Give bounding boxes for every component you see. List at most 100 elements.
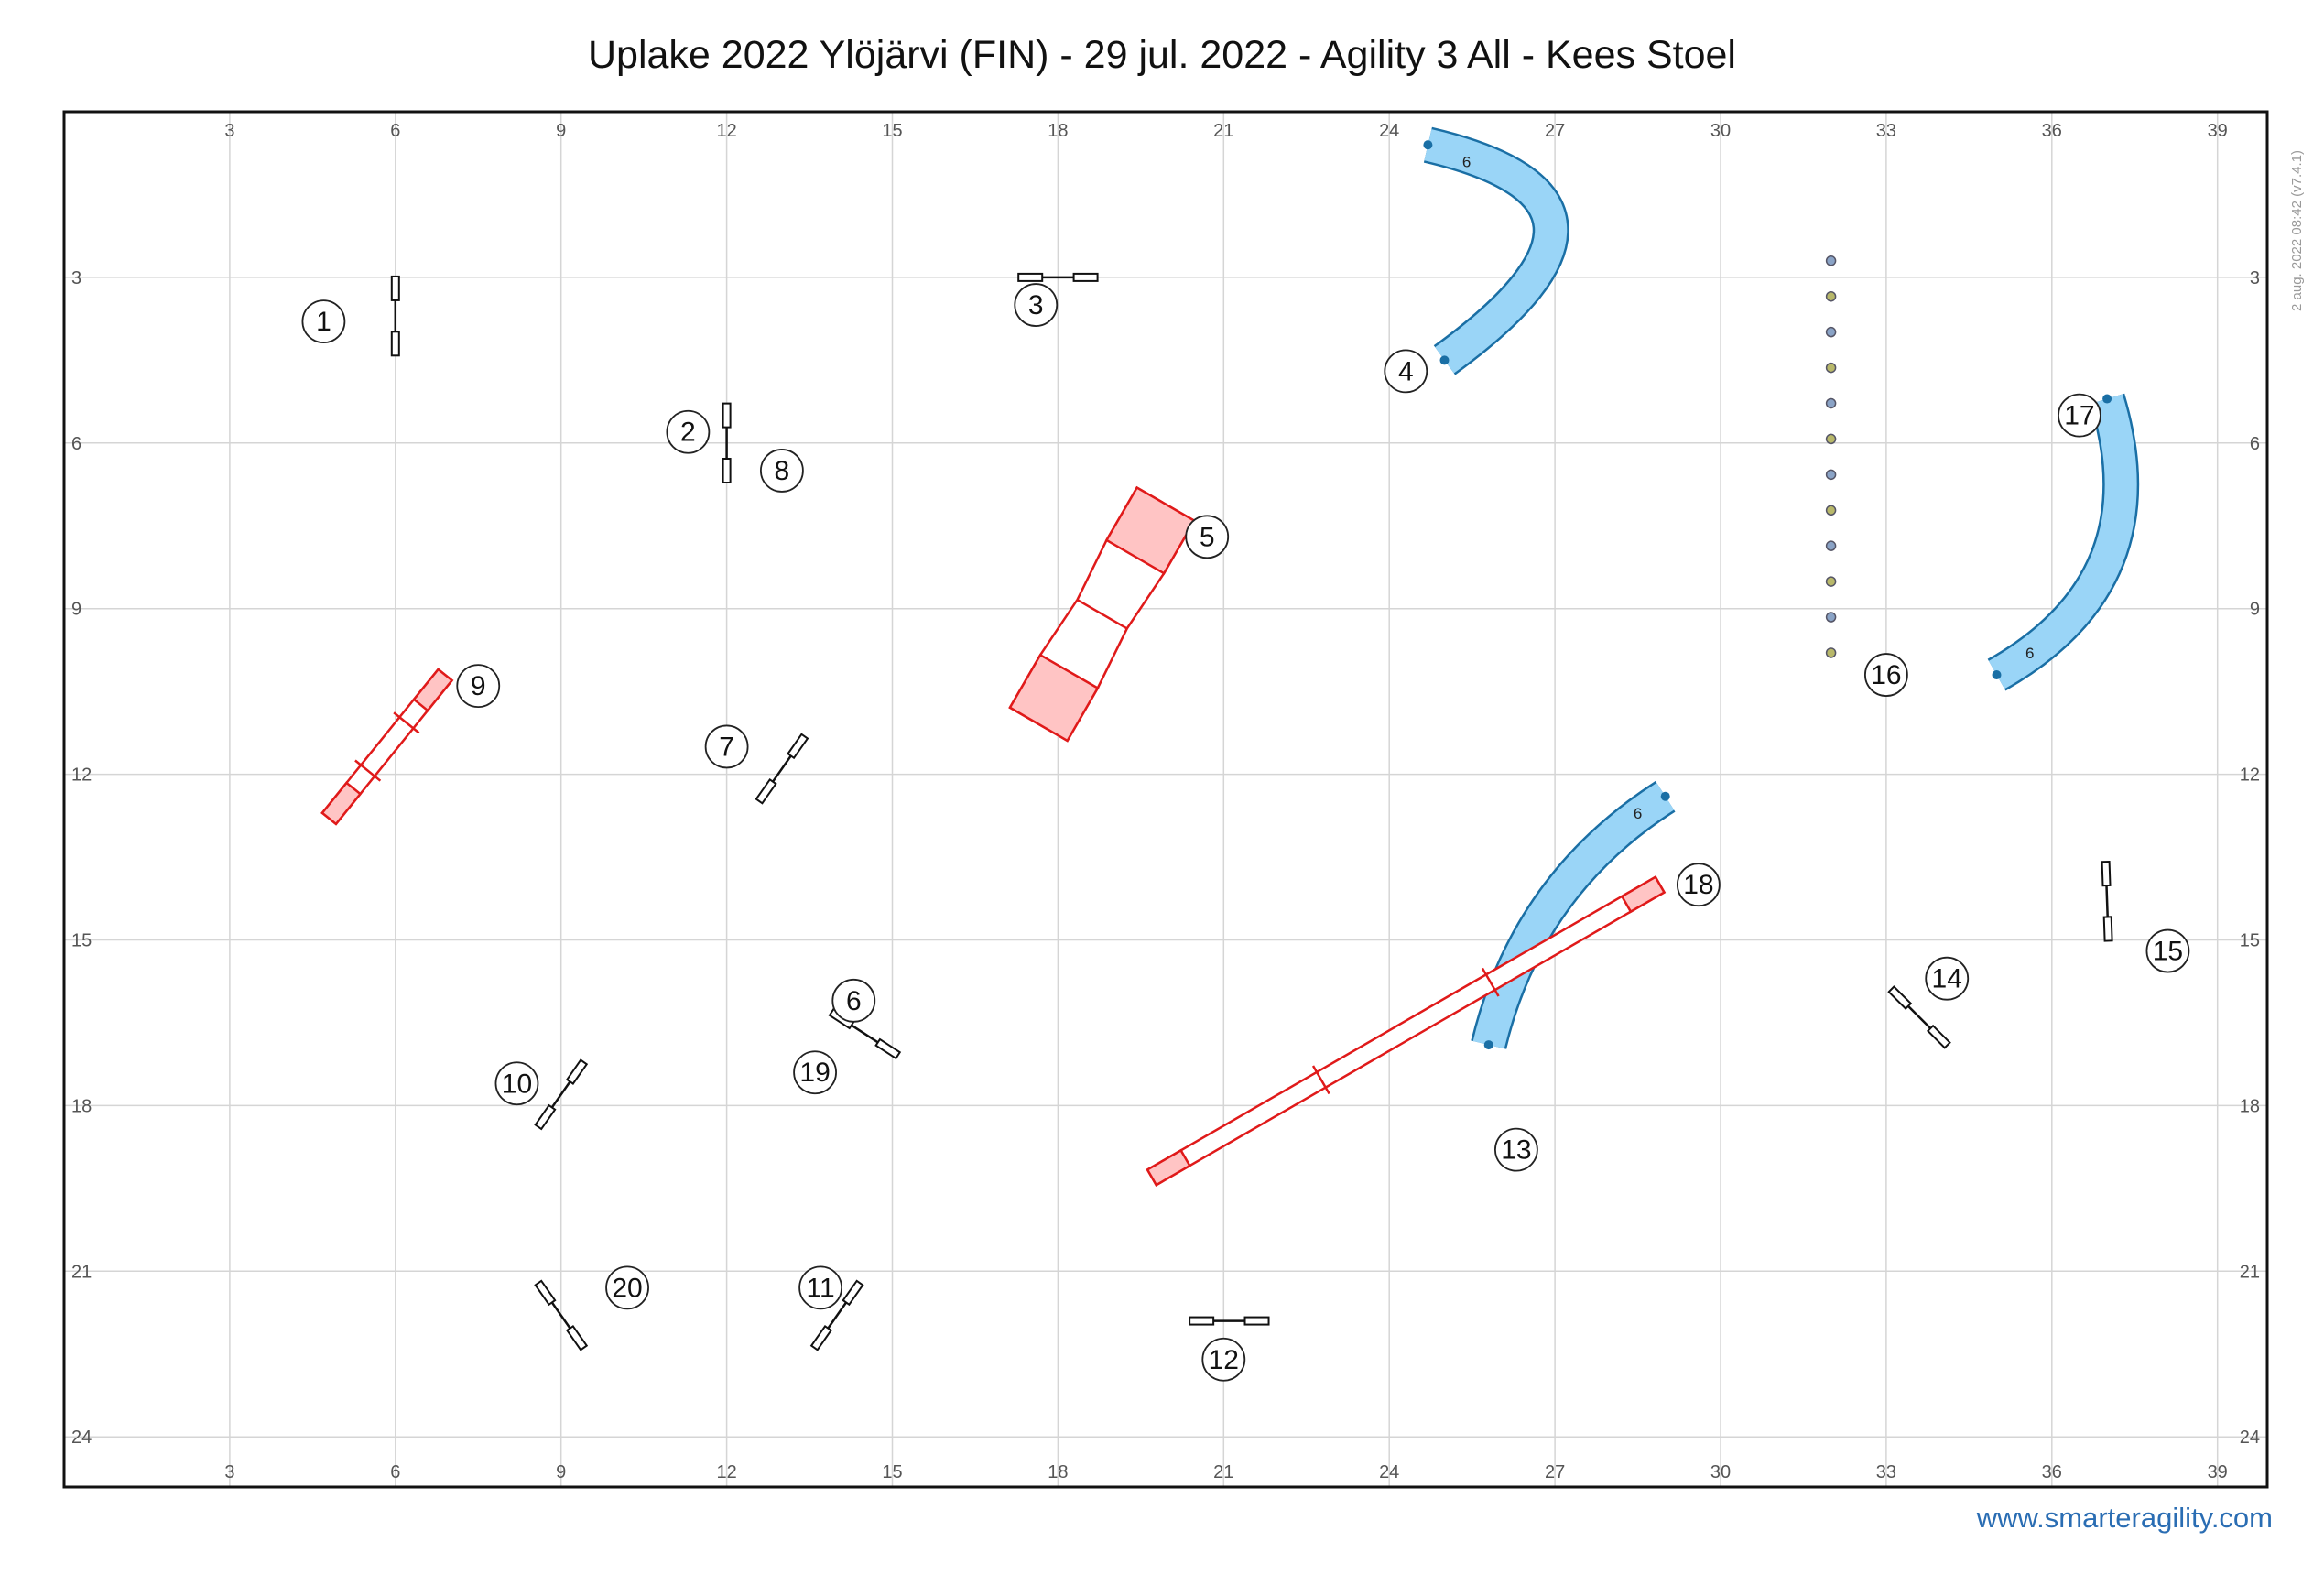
weave-pole xyxy=(1825,540,1837,551)
jump xyxy=(828,1007,902,1060)
dogwalk-contact xyxy=(1146,1148,1192,1187)
jump-wing-left xyxy=(755,777,777,805)
x-tick-bottom: 12 xyxy=(716,1462,736,1482)
jump xyxy=(534,1279,589,1351)
obstacle-number: 16 xyxy=(1863,653,1908,697)
tunnel-end-cap xyxy=(1483,1040,1493,1050)
number-label: 2 xyxy=(680,418,696,448)
x-tick-top: 12 xyxy=(716,121,736,141)
obstacle-number: 9 xyxy=(456,664,501,709)
x-tick-bottom: 33 xyxy=(1876,1462,1896,1482)
number-circle xyxy=(301,299,346,344)
tunnel-length-label: 6 xyxy=(1462,153,1471,170)
number-circle xyxy=(456,664,501,709)
y-tick-right: 24 xyxy=(2240,1427,2260,1448)
number-circle xyxy=(1384,349,1428,394)
obstacle-number: 3 xyxy=(1014,283,1059,327)
jump-wing-left xyxy=(390,275,400,301)
number-label: 6 xyxy=(846,986,862,1016)
weave-pole xyxy=(1825,290,1837,302)
x-tick-top: 24 xyxy=(1379,121,1399,141)
number-label: 7 xyxy=(719,732,734,762)
obstacle-number: 7 xyxy=(704,724,749,769)
jump xyxy=(2101,860,2113,942)
number-circle xyxy=(831,978,876,1023)
obstacle-number: 17 xyxy=(2058,393,2101,438)
obstacle-number: 11 xyxy=(798,1265,843,1310)
x-tick-top: 6 xyxy=(390,121,400,141)
x-tick-bottom: 24 xyxy=(1379,1462,1399,1482)
number-circle xyxy=(605,1265,649,1310)
x-tick-bottom: 15 xyxy=(882,1462,902,1482)
number-circle xyxy=(494,1061,539,1106)
weave-pole xyxy=(1825,362,1837,374)
y-tick-left: 6 xyxy=(71,434,81,454)
number-label: 17 xyxy=(2064,401,2094,431)
number-circle xyxy=(1014,283,1059,327)
website-link[interactable]: www.smarteragility.com xyxy=(1976,1502,2273,1534)
jump-wing-right xyxy=(787,733,809,760)
dogwalk-contact xyxy=(1620,875,1667,914)
obstacle-number: 15 xyxy=(2145,928,2190,973)
jump-wing-right xyxy=(390,331,400,357)
obstacle-number: 1 xyxy=(301,299,346,344)
weave-pole xyxy=(1825,576,1837,587)
y-tick-left: 18 xyxy=(71,1096,92,1116)
y-tick-left: 9 xyxy=(71,600,81,620)
tunnel-length-label: 6 xyxy=(2025,645,2034,662)
number-label: 19 xyxy=(799,1058,830,1088)
tunnel: 6 xyxy=(1423,126,1569,375)
y-tick-left: 15 xyxy=(71,931,92,951)
y-tick-left: 12 xyxy=(71,765,92,786)
x-tick-top: 3 xyxy=(224,121,234,141)
weave-pole xyxy=(1825,433,1837,445)
number-label: 9 xyxy=(471,671,486,701)
y-tick-right: 15 xyxy=(2240,931,2260,951)
obstacle-number: 10 xyxy=(494,1061,539,1106)
number-label: 13 xyxy=(1501,1135,1531,1166)
tunnel-body xyxy=(1424,129,1568,374)
tunnel-end-cap xyxy=(1439,355,1450,365)
number-label: 11 xyxy=(807,1273,835,1303)
ring-border xyxy=(62,110,2269,1489)
number-label: 3 xyxy=(1028,290,1044,320)
axis-ticks: 3366991212151518182121242427273030333336… xyxy=(71,121,2260,1482)
number-circle xyxy=(1185,515,1230,559)
tunnel-end-cap xyxy=(1660,791,1670,801)
jump xyxy=(534,1058,589,1131)
tunnel-end-cap xyxy=(1423,140,1433,150)
jump-wing-right xyxy=(2102,916,2113,942)
jump-wing-right xyxy=(1926,1024,1951,1049)
tunnel-end-cap xyxy=(1992,670,2002,680)
dogwalk xyxy=(320,668,454,826)
jump xyxy=(755,733,809,805)
number-label: 8 xyxy=(775,456,790,486)
jump xyxy=(1887,985,1951,1049)
weave-pole xyxy=(1825,505,1837,516)
obstacle-number: 6 xyxy=(831,978,876,1023)
a-frame-contact xyxy=(1104,485,1197,575)
x-tick-bottom: 36 xyxy=(2042,1462,2062,1482)
jump-wing-left xyxy=(809,1324,833,1351)
jump xyxy=(390,275,400,357)
x-tick-bottom: 9 xyxy=(556,1462,566,1482)
weave-pole xyxy=(1825,647,1837,658)
jump xyxy=(809,1279,864,1351)
number-circle xyxy=(1201,1337,1246,1382)
jump-wing-left xyxy=(2101,860,2112,887)
number-label: 14 xyxy=(1932,964,1962,994)
number-label: 20 xyxy=(612,1273,642,1303)
number-circle xyxy=(1925,956,1970,1001)
x-tick-bottom: 21 xyxy=(1213,1462,1233,1482)
jump-wing-right xyxy=(565,1324,589,1351)
jump-wing-right xyxy=(874,1037,902,1060)
course-title: Uplake 2022 Ylöjärvi (FIN) - 29 jul. 202… xyxy=(588,33,1736,77)
number-circle xyxy=(2145,928,2190,973)
number-circle xyxy=(704,724,749,769)
jump-wing-left xyxy=(534,1103,557,1131)
number-circle xyxy=(1863,653,1908,697)
x-tick-bottom: 30 xyxy=(1710,1462,1731,1482)
dogwalk-joint xyxy=(354,759,382,782)
number-label: 1 xyxy=(316,307,331,337)
